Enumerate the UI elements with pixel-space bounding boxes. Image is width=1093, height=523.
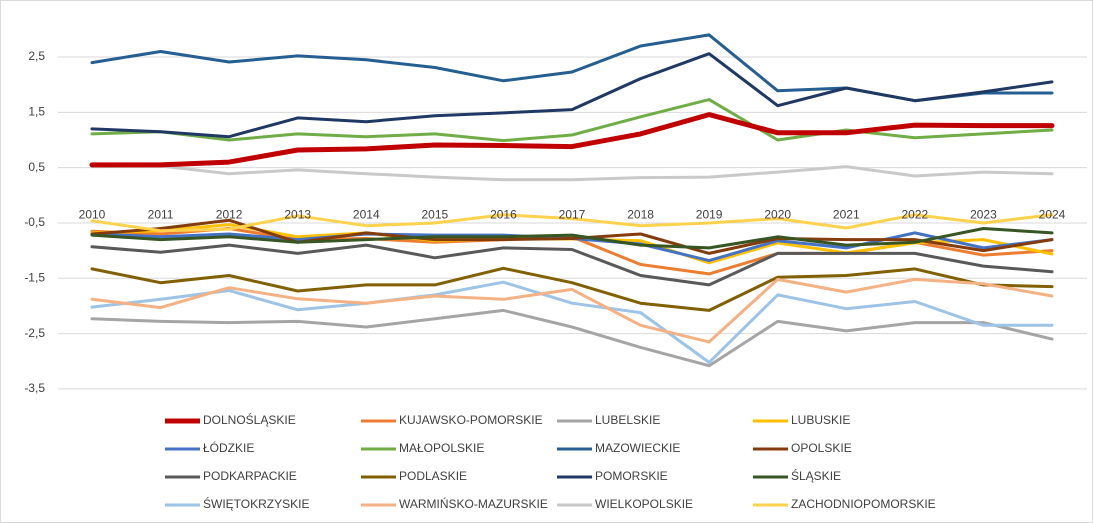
legend-label: DOLNOŚLĄSKIE: [203, 412, 296, 427]
legend-label: MAŁOPOLSKIE: [399, 441, 484, 455]
legend-label: PODLASKIE: [399, 469, 467, 483]
y-tick-label: -0,5: [24, 215, 45, 229]
x-tick-label: 2014: [353, 207, 380, 221]
series-line: [90, 277, 1054, 344]
legend-label: KUJAWSKO-POMORSKIE: [399, 413, 543, 427]
legend-label: PODKARPACKIE: [203, 469, 297, 483]
legend-label: ŁÓDZKIE: [203, 440, 254, 455]
series-line: [90, 243, 1054, 287]
x-tick-label: 2021: [833, 207, 860, 221]
series-line: [90, 218, 1054, 255]
series-line: [89, 112, 1055, 168]
y-tick-label: -2,5: [24, 326, 45, 340]
series-line: [90, 308, 1054, 368]
legend-label: MAZOWIECKIE: [595, 441, 680, 455]
x-tick-label: 2015: [422, 207, 449, 221]
series-line: [90, 280, 1054, 364]
legend-label: WIELKOPOLSKIE: [595, 497, 693, 511]
legend-label: ZACHODNIOPOMORSKIE: [791, 497, 936, 511]
legend-label: WARMIŃSKO-MAZURSKIE: [399, 496, 548, 511]
x-tick-label: 2010: [79, 207, 106, 221]
legend-label: ŚLĄSKIE: [791, 468, 841, 483]
y-tick-label: 1,5: [28, 105, 45, 119]
legend-label: ŚWIĘTOKRZYSKIE: [203, 496, 309, 511]
x-tick-label: 2024: [1039, 207, 1066, 221]
x-tick-label: 2023: [970, 207, 997, 221]
series-line: [90, 213, 1054, 233]
x-tick-label: 2018: [627, 207, 654, 221]
series-line: [90, 266, 1054, 312]
series-line: [90, 52, 1054, 139]
legend-label: POMORSKIE: [595, 469, 668, 483]
y-tick-label: 0,5: [28, 160, 45, 174]
series-line: [90, 164, 1054, 182]
x-tick-label: 2020: [764, 207, 791, 221]
legend-label: OPOLSKIE: [791, 441, 852, 455]
x-tick-label: 2022: [902, 207, 929, 221]
x-tick-label: 2017: [559, 207, 586, 221]
legend-label: LUBELSKIE: [595, 413, 660, 427]
x-tick-label: 2011: [148, 207, 174, 221]
y-tick-label: -3,5: [24, 381, 45, 395]
y-tick-label: 2,5: [28, 49, 45, 63]
y-tick-label: -1,5: [24, 270, 45, 284]
series-line: [90, 227, 1054, 250]
x-tick-label: 2019: [696, 207, 723, 221]
x-tick-label: 2012: [216, 207, 243, 221]
x-tick-label: 2016: [490, 207, 517, 221]
legend-label: LUBUSKIE: [791, 413, 850, 427]
series-line: [90, 98, 1054, 143]
x-tick-label: 2013: [284, 207, 311, 221]
